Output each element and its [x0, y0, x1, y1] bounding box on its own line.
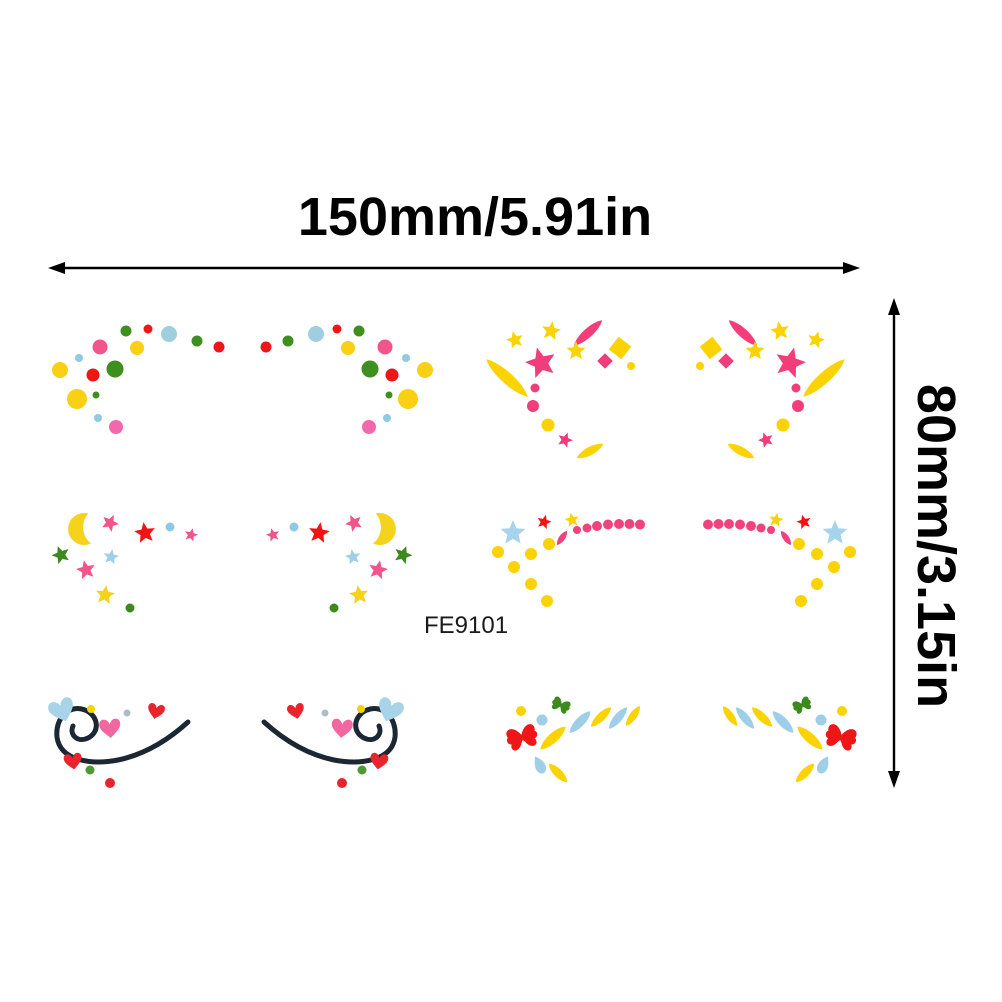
sticker-design-butterfly-leaves	[505, 696, 858, 787]
sticker-design-confetti-dots	[45, 322, 440, 437]
width-arrowhead-left-icon	[48, 262, 65, 274]
product-code-label: FE9101	[424, 612, 509, 639]
sticker-butterfly-leaves-left-eye	[506, 696, 640, 783]
height-arrow	[888, 298, 900, 788]
width-arrow	[48, 262, 860, 274]
sticker-moon-stars-right-eye	[266, 513, 413, 613]
sticker-design-moon-stars	[48, 512, 416, 617]
sticker-star-burst-right-eye	[696, 320, 845, 459]
sticker-confetti-dots-left-eye	[52, 324, 225, 434]
sticker-design-dot-arc	[492, 512, 856, 607]
sticker-confetti-dots-right-eye	[260, 324, 433, 434]
sticker-swirl-hearts-right-eye	[261, 697, 404, 788]
sticker-swirl-hearts-left-eye	[48, 697, 191, 788]
sticker-design-star-burst	[483, 308, 848, 468]
sticker-dot-arc-left-eye	[492, 512, 645, 607]
sticker-butterfly-leaves-right-eye	[723, 696, 857, 783]
height-arrowhead-top-icon	[888, 298, 900, 315]
sticker-moon-stars-left-eye	[51, 513, 198, 613]
width-arrowhead-right-icon	[843, 262, 860, 274]
height-arrowhead-bottom-icon	[888, 771, 900, 788]
sticker-design-swirl-hearts	[48, 697, 404, 792]
width-dimension-label: 150mm/5.91in	[297, 187, 653, 247]
sticker-dot-arc-right-eye	[703, 512, 856, 607]
sticker-star-burst-left-eye	[486, 320, 635, 459]
